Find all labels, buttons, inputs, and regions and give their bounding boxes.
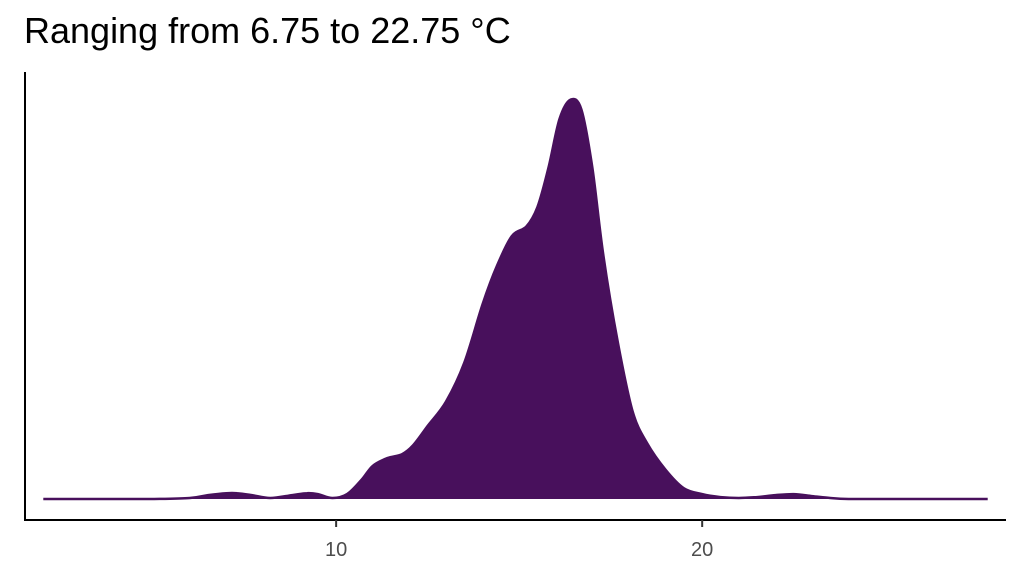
x-tick-label: 10 [325,539,347,561]
density-area [43,98,988,500]
x-ticks: 10 20 [325,520,713,561]
density-outline [43,97,988,501]
x-tick-label: 20 [691,539,713,561]
plot-layer [43,97,988,501]
chart-title: Ranging from 6.75 to 22.75 °C [24,10,511,51]
